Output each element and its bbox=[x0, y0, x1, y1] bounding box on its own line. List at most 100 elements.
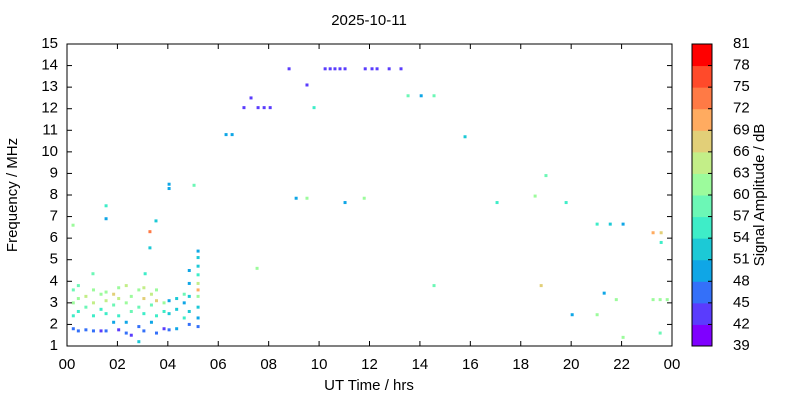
data-point bbox=[167, 328, 171, 332]
x-tick-label: 16 bbox=[462, 356, 479, 373]
data-point bbox=[149, 320, 153, 324]
data-point bbox=[76, 309, 80, 313]
y-tick-label: 1 bbox=[50, 337, 58, 354]
colorbar-tick-label: 60 bbox=[733, 186, 750, 203]
data-point bbox=[196, 325, 200, 329]
data-point bbox=[91, 272, 95, 276]
data-point bbox=[651, 231, 655, 235]
data-point bbox=[91, 301, 95, 305]
colorbar-tick-label: 81 bbox=[733, 35, 750, 52]
data-point bbox=[91, 329, 95, 333]
data-point bbox=[564, 201, 568, 205]
y-tick-label: 3 bbox=[50, 294, 58, 311]
data-point bbox=[142, 297, 146, 301]
data-point bbox=[162, 301, 166, 305]
x-tick-label: 08 bbox=[260, 356, 277, 373]
data-point bbox=[182, 316, 186, 320]
data-point bbox=[154, 299, 158, 303]
colorbar-tick-label: 45 bbox=[733, 294, 750, 311]
data-point bbox=[187, 294, 191, 298]
data-point bbox=[333, 67, 337, 71]
data-point bbox=[375, 67, 379, 71]
y-tick-label: 6 bbox=[50, 229, 58, 246]
data-point bbox=[117, 297, 121, 301]
data-point bbox=[162, 309, 166, 313]
data-point bbox=[99, 329, 103, 333]
y-tick-label: 4 bbox=[50, 272, 58, 289]
colorbar-tick-label: 57 bbox=[733, 208, 750, 225]
data-point bbox=[149, 292, 153, 296]
colorbar-tick-label: 66 bbox=[733, 143, 750, 160]
data-point bbox=[256, 106, 260, 110]
colorbar-band bbox=[692, 302, 712, 325]
data-point bbox=[124, 331, 128, 335]
data-point bbox=[162, 327, 166, 331]
data-point bbox=[71, 301, 75, 305]
data-point bbox=[658, 298, 662, 302]
colorbar-band bbox=[692, 195, 712, 218]
y-tick-label: 13 bbox=[41, 78, 58, 95]
x-tick-label: 10 bbox=[311, 356, 328, 373]
data-point bbox=[91, 288, 95, 292]
x-tick-label: 00 bbox=[664, 356, 681, 373]
data-point bbox=[112, 292, 116, 296]
data-point bbox=[154, 219, 158, 223]
colorbar-tick-label: 48 bbox=[733, 272, 750, 289]
data-point bbox=[658, 331, 662, 335]
data-point bbox=[71, 314, 75, 318]
colorbar-tick-label: 78 bbox=[733, 57, 750, 74]
data-point bbox=[104, 312, 108, 316]
data-point bbox=[117, 328, 121, 332]
data-point bbox=[124, 320, 128, 324]
data-point bbox=[343, 67, 347, 71]
colorbar-label: Signal Amplitude / dB bbox=[751, 124, 768, 267]
data-point bbox=[255, 266, 259, 270]
colorbar-band bbox=[692, 130, 712, 153]
data-point bbox=[117, 314, 121, 318]
data-point bbox=[268, 106, 272, 110]
x-tick-label: 00 bbox=[59, 356, 76, 373]
data-point bbox=[175, 327, 179, 331]
data-point bbox=[363, 67, 367, 71]
data-point bbox=[608, 222, 612, 226]
data-point bbox=[539, 284, 543, 288]
colorbar-band bbox=[692, 238, 712, 261]
data-point bbox=[175, 297, 179, 301]
data-point bbox=[117, 286, 121, 290]
data-point bbox=[196, 288, 200, 292]
data-point bbox=[196, 249, 200, 253]
data-point bbox=[230, 133, 234, 137]
data-point bbox=[71, 223, 75, 227]
data-point bbox=[148, 230, 152, 234]
y-tick-label: 14 bbox=[41, 57, 58, 74]
data-point bbox=[287, 67, 291, 71]
data-point bbox=[71, 327, 75, 331]
data-point bbox=[495, 201, 499, 205]
data-point bbox=[595, 313, 599, 317]
data-point bbox=[196, 273, 200, 277]
colorbar-band bbox=[692, 259, 712, 282]
colorbar-band bbox=[692, 108, 712, 131]
data-point bbox=[305, 83, 309, 87]
data-point bbox=[305, 196, 309, 200]
data-point bbox=[84, 305, 88, 309]
data-point bbox=[224, 133, 228, 137]
data-point bbox=[192, 183, 196, 187]
data-point bbox=[187, 322, 191, 326]
data-point bbox=[129, 333, 133, 337]
data-point bbox=[76, 297, 80, 301]
data-point bbox=[104, 329, 108, 333]
data-point bbox=[196, 281, 200, 285]
data-point bbox=[149, 303, 153, 307]
y-tick-label: 8 bbox=[50, 186, 58, 203]
data-point bbox=[621, 335, 625, 339]
data-point bbox=[323, 67, 327, 71]
data-point bbox=[659, 231, 663, 235]
data-point bbox=[614, 298, 618, 302]
colorbar-tick-label: 69 bbox=[733, 121, 750, 138]
data-point bbox=[196, 294, 200, 298]
colorbar-band bbox=[692, 65, 712, 88]
data-point bbox=[137, 305, 141, 309]
data-point bbox=[249, 96, 253, 100]
